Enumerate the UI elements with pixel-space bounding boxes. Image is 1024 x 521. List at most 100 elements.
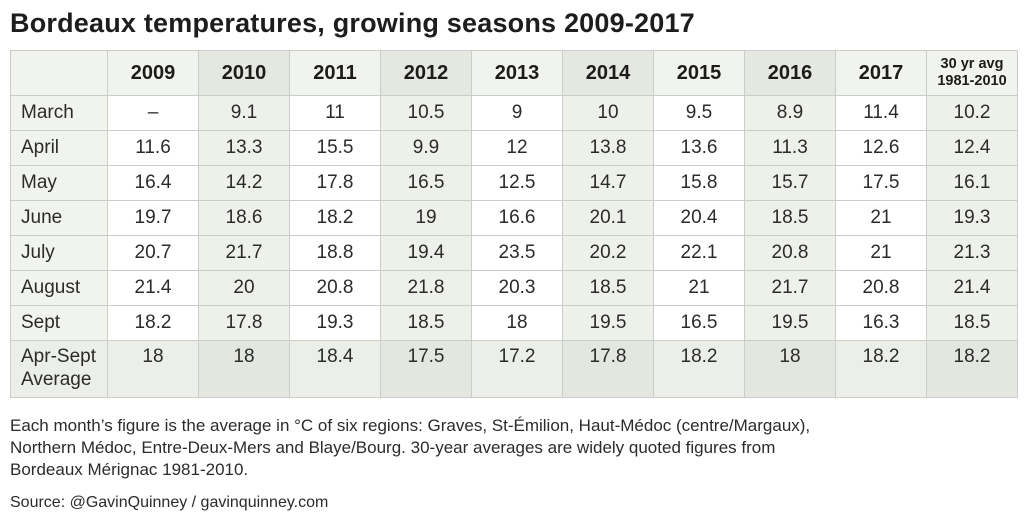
- year-header-cell: 2016: [744, 50, 836, 96]
- temp-value-cell: 17.2: [471, 340, 563, 398]
- temp-value-cell: 16.1: [926, 165, 1018, 201]
- footnote: Each month’s figure is the average in °C…: [10, 415, 1016, 481]
- corner-cell: [10, 50, 108, 96]
- month-label-cell: March: [10, 95, 108, 131]
- year-header-cell: 2014: [562, 50, 654, 96]
- temp-value-cell: 21.7: [198, 235, 290, 271]
- month-label-cell: June: [10, 200, 108, 236]
- temp-value-cell: 16.3: [835, 305, 927, 341]
- temp-value-cell: 18.2: [926, 340, 1018, 398]
- temp-value-cell: 18.8: [289, 235, 381, 271]
- temp-value-cell: 19.5: [562, 305, 654, 341]
- temp-value-cell: 21: [835, 235, 927, 271]
- temp-value-cell: 11.6: [107, 130, 199, 166]
- temp-value-cell: 16.6: [471, 200, 563, 236]
- month-label-cell: August: [10, 270, 108, 306]
- temp-value-cell: 21: [653, 270, 745, 306]
- temp-value-cell: 13.8: [562, 130, 654, 166]
- temp-value-cell: 13.3: [198, 130, 290, 166]
- temp-value-cell: 11.4: [835, 95, 927, 131]
- temp-value-cell: 18.2: [653, 340, 745, 398]
- temp-value-cell: 17.8: [289, 165, 381, 201]
- avg-header-line1: 30 yr avg: [940, 56, 1004, 73]
- month-label-cell: Sept: [10, 305, 108, 341]
- temp-value-cell: –: [107, 95, 199, 131]
- avg-header-cell: 30 yr avg 1981-2010: [926, 50, 1018, 96]
- year-header-cell: 2012: [380, 50, 472, 96]
- temp-value-cell: 18.5: [562, 270, 654, 306]
- temp-value-cell: 14.7: [562, 165, 654, 201]
- footnote-line: Northern Médoc, Entre-Deux-Mers and Blay…: [10, 438, 776, 457]
- temp-value-cell: 10: [562, 95, 654, 131]
- year-header-cell: 2017: [835, 50, 927, 96]
- year-header-cell: 2015: [653, 50, 745, 96]
- temp-value-cell: 19.4: [380, 235, 472, 271]
- table-body: March –9.1 11 10.5 9 10 9.5 8.9 11.4 10.2 April 11.…: [10, 95, 1018, 398]
- temp-value-cell: 18.2: [107, 305, 199, 341]
- temp-value-cell: 9.9: [380, 130, 472, 166]
- temp-value-cell: 9.5: [653, 95, 745, 131]
- source-line: Source: @GavinQuinney / gavinquinney.com: [10, 494, 329, 511]
- temp-value-cell: 10.5: [380, 95, 472, 131]
- temps-table: 2009 2010 2011 2012 2013 2014 2015 2016 2017 30 y…: [10, 50, 1018, 398]
- table-row: March –9.1 11 10.5 9 10 9.5 8.9 11.4 10.2: [10, 95, 1018, 131]
- month-label-cell: May: [10, 165, 108, 201]
- year-header-cell: 2013: [471, 50, 563, 96]
- temp-value-cell: 19: [380, 200, 472, 236]
- temp-value-cell: 22.1: [653, 235, 745, 271]
- temp-value-cell: 11: [289, 95, 381, 131]
- temp-value-cell: 17.5: [835, 165, 927, 201]
- temp-value-cell: 18: [107, 340, 199, 398]
- temp-value-cell: 18.4: [289, 340, 381, 398]
- temp-value-cell: 21.4: [926, 270, 1018, 306]
- temp-value-cell: 8.9: [744, 95, 836, 131]
- temp-value-cell: 18: [471, 305, 563, 341]
- temp-value-cell: 16.5: [653, 305, 745, 341]
- temp-value-cell: 17.5: [380, 340, 472, 398]
- temp-value-cell: 20.8: [289, 270, 381, 306]
- year-header-cell: 2011: [289, 50, 381, 96]
- table-row: June 19.7 18.6 18.2 19 16.6 20.1 20.4 18.5 21 19.3: [10, 200, 1018, 236]
- month-label-cell: July: [10, 235, 108, 271]
- temp-value-cell: 12: [471, 130, 563, 166]
- avg-header-line2: 1981-2010: [937, 73, 1007, 89]
- temp-value-cell: 18.2: [835, 340, 927, 398]
- temp-value-cell: 12.4: [926, 130, 1018, 166]
- temp-value-cell: 18: [744, 340, 836, 398]
- temp-value-cell: 20.3: [471, 270, 563, 306]
- temp-value-cell: 21.4: [107, 270, 199, 306]
- temp-value-cell: 17.8: [562, 340, 654, 398]
- table-header-row: 2009 2010 2011 2012 2013 2014 2015 2016 2017 30 y…: [10, 50, 1018, 96]
- temp-value-cell: 18.5: [926, 305, 1018, 341]
- temp-value-cell: 15.5: [289, 130, 381, 166]
- temp-value-cell: 21.8: [380, 270, 472, 306]
- temp-value-cell: 16.4: [107, 165, 199, 201]
- temp-value-cell: 14.2: [198, 165, 290, 201]
- temp-value-cell: 18.2: [289, 200, 381, 236]
- temp-value-cell: 20.4: [653, 200, 745, 236]
- table-row: August 21.4 20 20.8 21.8 20.3 18.5 21 21.7 20.8 21…: [10, 270, 1018, 306]
- table-row: July 20.7 21.7 18.8 19.4 23.5 20.2 22.1 20.8 21 21…: [10, 235, 1018, 271]
- year-header-cell: 2010: [198, 50, 290, 96]
- month-label-cell: April: [10, 130, 108, 166]
- temp-value-cell: 21.7: [744, 270, 836, 306]
- temp-value-cell: 15.7: [744, 165, 836, 201]
- temp-value-cell: 23.5: [471, 235, 563, 271]
- temp-value-cell: 9: [471, 95, 563, 131]
- temp-value-cell: 20.1: [562, 200, 654, 236]
- month-label-cell: Apr-Sept Average: [10, 340, 108, 398]
- temp-value-cell: 18.6: [198, 200, 290, 236]
- temp-value-cell: 20.8: [744, 235, 836, 271]
- year-header-cell: 2009: [107, 50, 199, 96]
- temp-value-cell: 19.3: [289, 305, 381, 341]
- temp-value-cell: 11.3: [744, 130, 836, 166]
- temp-value-cell: 18.5: [380, 305, 472, 341]
- temp-value-cell: 19.5: [744, 305, 836, 341]
- table-row: April 11.6 13.3 15.5 9.9 12 13.8 13.6 11.3 12.6 12…: [10, 130, 1018, 166]
- temp-value-cell: 21: [835, 200, 927, 236]
- temp-value-cell: 16.5: [380, 165, 472, 201]
- temp-value-cell: 20.7: [107, 235, 199, 271]
- temp-value-cell: 20: [198, 270, 290, 306]
- temp-value-cell: 17.8: [198, 305, 290, 341]
